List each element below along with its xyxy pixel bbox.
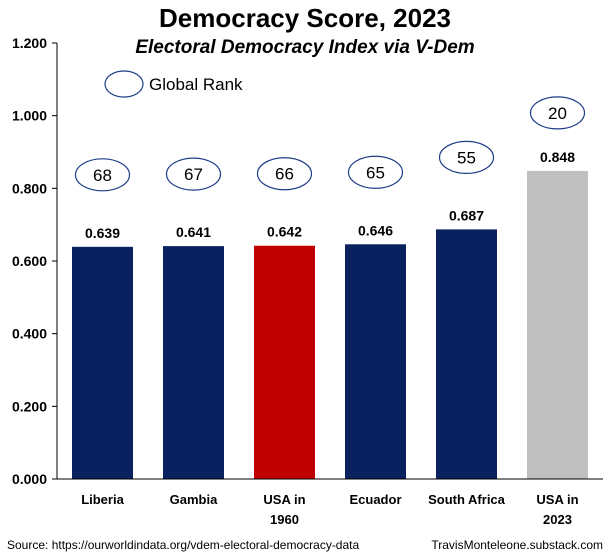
y-tick-label: 1.000 <box>12 108 47 124</box>
x-axis: Liberia Gambia USA in 1960 Ecuador South Afri… <box>57 478 603 527</box>
data-label: 0.639 <box>85 225 120 241</box>
rank-ellipse <box>529 96 586 130</box>
rank-label: 67 <box>184 165 203 184</box>
x-tick-label: Liberia <box>81 492 124 507</box>
bar <box>254 245 315 479</box>
rank-ellipse <box>438 140 495 174</box>
legend-ellipse <box>104 70 144 98</box>
x-tick-label: Ecuador <box>349 492 401 507</box>
source-note: Source: https://ourworldindata.org/vdem-… <box>7 538 359 552</box>
credit-note: TravisMonteleone.substack.com <box>431 538 603 552</box>
y-tick-label: 0.000 <box>12 471 47 487</box>
x-tick-label: Gambia <box>170 492 218 507</box>
legend: Global Rank <box>104 70 243 98</box>
x-tick-label: 1960 <box>270 512 299 527</box>
rank-ellipse <box>347 155 404 189</box>
rank-ellipse <box>74 158 131 192</box>
rank-ellipse <box>256 157 313 191</box>
x-tick-label: South Africa <box>428 492 506 507</box>
data-label: 0.687 <box>449 207 484 223</box>
bars: 0.639 68 0.641 67 0.642 66 0.646 65 0.687 55 0.848… <box>72 96 588 480</box>
x-tick-label: USA in <box>536 492 578 507</box>
bar <box>163 246 224 479</box>
data-label: 0.641 <box>176 224 211 240</box>
bar <box>527 170 588 480</box>
rank-label: 20 <box>548 104 567 123</box>
y-tick-label: 1.200 <box>12 35 47 51</box>
rank-label: 66 <box>275 165 294 184</box>
y-tick-label: 0.600 <box>12 253 47 269</box>
rank-label: 55 <box>457 148 476 167</box>
bar <box>345 244 406 479</box>
y-tick-label: 0.200 <box>12 398 47 414</box>
y-axis: 0.000 0.200 0.400 0.600 0.800 1.000 1.200 <box>12 35 58 487</box>
rank-label: 65 <box>366 163 385 182</box>
rank-label: 68 <box>93 166 112 185</box>
y-tick-label: 0.400 <box>12 326 47 342</box>
data-label: 0.848 <box>540 149 575 165</box>
data-label: 0.646 <box>358 222 393 238</box>
x-tick-label: USA in <box>263 492 305 507</box>
rank-ellipse <box>165 157 222 191</box>
chart-title: Democracy Score, 2023 <box>159 3 451 33</box>
bar <box>72 246 133 479</box>
legend-label: Global Rank <box>149 75 243 94</box>
bar <box>436 229 497 479</box>
y-tick-label: 0.800 <box>12 180 47 196</box>
x-tick-label: 2023 <box>543 512 572 527</box>
data-label: 0.642 <box>267 224 302 240</box>
chart-subtitle: Electoral Democracy Index via V-Dem <box>135 37 474 58</box>
